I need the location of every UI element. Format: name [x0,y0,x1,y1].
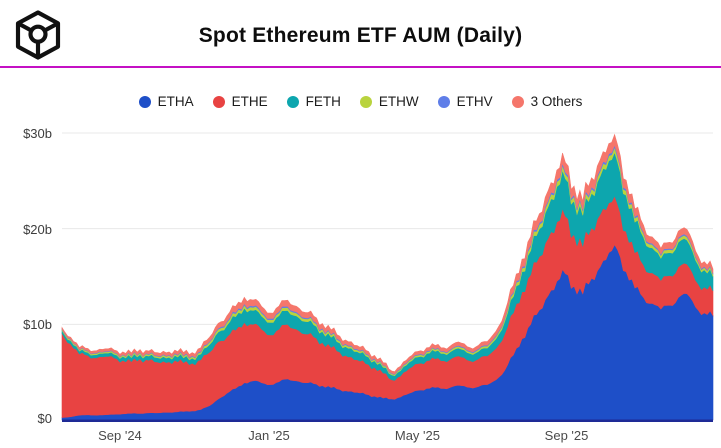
chart-legend: ETHA ETHE FETH ETHW ETHV 3 Others [0,94,721,109]
page-title: Spot Ethereum ETF AUM (Daily) [198,24,523,47]
legend-item-etha[interactable]: ETHA [138,94,194,109]
x-tick-sep-25: Sep '25 [544,428,589,443]
y-tick-30b: $30b [23,126,52,141]
legend-swatch-feth [286,95,299,108]
legend-item-ethe[interactable]: ETHE [212,94,268,109]
y-tick-10b: $10b [23,317,52,332]
legend-label-etha: ETHA [157,94,194,109]
legend-swatch-etha [138,95,151,108]
legend-item-feth[interactable]: FETH [286,94,341,109]
cube-logo-icon[interactable] [13,9,63,61]
y-tick-0: $0 [37,411,52,426]
x-tick-may-25: May '25 [394,428,440,443]
x-tick-jan-25: Jan '25 [248,428,290,443]
legend-label-3-others: 3 Others [530,94,583,109]
accent-divider [0,66,721,68]
legend-swatch-ethv [437,95,450,108]
legend-label-ethe: ETHE [231,94,268,109]
legend-label-ethv: ETHV [456,94,493,109]
header: Spot Ethereum ETF AUM (Daily) [0,0,721,66]
legend-swatch-ethw [359,95,372,108]
legend-item-ethv[interactable]: ETHV [437,94,493,109]
legend-label-ethw: ETHW [378,94,419,109]
legend-swatch-3-others [511,95,524,108]
legend-item-ethw[interactable]: ETHW [359,94,419,109]
legend-label-feth: FETH [305,94,341,109]
y-tick-20b: $20b [23,222,52,237]
legend-item-3-others[interactable]: 3 Others [511,94,583,109]
x-tick-sep-24: Sep '24 [98,428,142,443]
legend-swatch-ethe [212,95,225,108]
